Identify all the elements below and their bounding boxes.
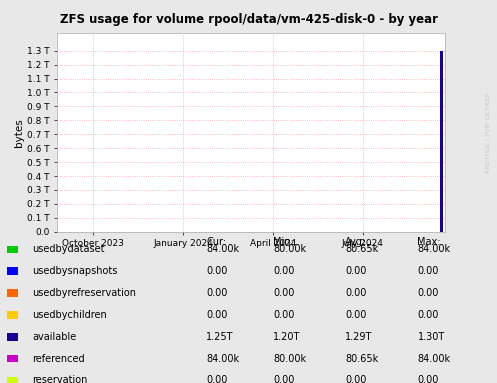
Text: 0.00: 0.00 [417,266,439,276]
Text: 0.00: 0.00 [273,288,295,298]
Y-axis label: bytes: bytes [14,118,24,147]
Text: 0.00: 0.00 [345,310,367,320]
Text: 0.00: 0.00 [206,288,228,298]
Text: usedbydataset: usedbydataset [32,244,105,254]
Text: usedbychildren: usedbychildren [32,310,107,320]
Text: 1.29T: 1.29T [345,332,373,342]
Text: 80.00k: 80.00k [273,244,307,254]
Text: 0.00: 0.00 [273,310,295,320]
Text: Avg:: Avg: [345,237,367,247]
Text: 0.00: 0.00 [206,310,228,320]
Text: Cur:: Cur: [206,237,226,247]
Text: 1.20T: 1.20T [273,332,301,342]
Text: 1.25T: 1.25T [206,332,234,342]
Text: 80.00k: 80.00k [273,354,307,363]
Text: 0.00: 0.00 [417,375,439,383]
Text: 1.30T: 1.30T [417,332,445,342]
Text: 0.00: 0.00 [206,266,228,276]
Text: 0.00: 0.00 [417,288,439,298]
Text: referenced: referenced [32,354,85,363]
Text: 0.00: 0.00 [206,375,228,383]
Text: 0.00: 0.00 [345,288,367,298]
Text: Max:: Max: [417,237,441,247]
Text: usedbysnapshots: usedbysnapshots [32,266,118,276]
Text: 84.00k: 84.00k [417,354,451,363]
Text: available: available [32,332,77,342]
Bar [440,51,442,232]
Text: reservation: reservation [32,375,87,383]
Text: 0.00: 0.00 [273,375,295,383]
Text: 84.00k: 84.00k [206,354,240,363]
Text: ZFS usage for volume rpool/data/vm-425-disk-0 - by year: ZFS usage for volume rpool/data/vm-425-d… [60,13,437,26]
Text: 0.00: 0.00 [345,375,367,383]
Text: usedbyrefreservation: usedbyrefreservation [32,288,136,298]
Text: RRDTOOL / TOBI OETIKER: RRDTOOL / TOBI OETIKER [486,92,491,172]
Text: 0.00: 0.00 [417,310,439,320]
Text: 0.00: 0.00 [273,266,295,276]
Text: 80.65k: 80.65k [345,354,379,363]
Text: Min:: Min: [273,237,294,247]
Text: 0.00: 0.00 [345,266,367,276]
Text: 84.00k: 84.00k [206,244,240,254]
Text: 80.65k: 80.65k [345,244,379,254]
Text: 84.00k: 84.00k [417,244,451,254]
